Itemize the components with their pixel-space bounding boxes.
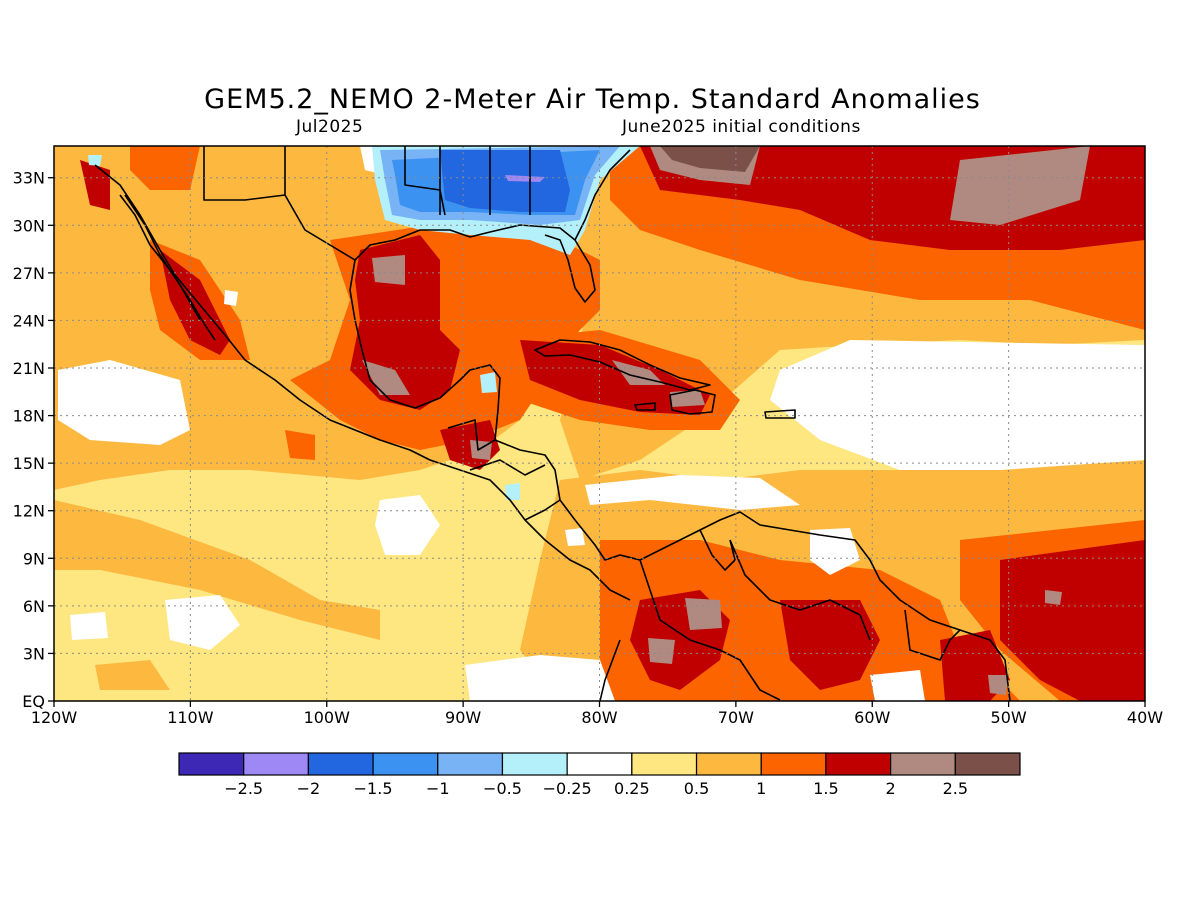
lat-tick-label: EQ xyxy=(22,692,45,711)
latitude-axis: 33N 30N 27N 24N 21N 18N 15N 12N 9N 6N 3N EQ xyxy=(13,169,54,711)
lon-tick-label: 120W xyxy=(31,708,78,727)
colorbar-label: −1 xyxy=(426,779,450,798)
lat-tick-label: 24N xyxy=(13,311,45,330)
lon-tick-label: 100W xyxy=(304,708,351,727)
colorbar-label: 1.5 xyxy=(813,779,838,798)
lat-tick-label: 3N xyxy=(23,644,45,663)
forecast-month: Jul2025 xyxy=(296,117,364,137)
colorbar-swatch xyxy=(243,752,309,776)
lat-tick-label: 15N xyxy=(13,454,45,473)
lon-tick-label: 50W xyxy=(991,708,1027,727)
lat-tick-label: 18N xyxy=(13,407,45,426)
colorbar-label: 2 xyxy=(886,779,896,798)
colorbar-swatch xyxy=(760,752,827,776)
colorbar-swatch xyxy=(631,752,698,776)
lon-tick-label: 60W xyxy=(854,708,890,727)
colorbar xyxy=(178,752,1021,776)
lat-tick-label: 12N xyxy=(13,502,45,521)
colorbar-swatch xyxy=(437,752,504,776)
lon-tick-label: 70W xyxy=(718,708,754,727)
colorbar-swatch xyxy=(372,752,439,776)
colorbar-swatch xyxy=(566,752,633,776)
colorbar-label: −2 xyxy=(297,779,321,798)
colorbar-label: 0.25 xyxy=(614,779,650,798)
colorbar-label: 2.5 xyxy=(943,779,968,798)
lon-tick-label: 110W xyxy=(167,708,214,727)
lat-tick-label: 27N xyxy=(13,264,45,283)
longitude-axis: 120W 110W 100W 90W 80W 70W 60W 50W 40W xyxy=(31,701,1163,727)
map-title: GEM5.2_NEMO 2-Meter Air Temp. Standard A… xyxy=(204,84,981,115)
colorbar-swatch xyxy=(695,752,762,776)
colorbar-swatch xyxy=(501,752,568,776)
coastlines xyxy=(94,146,1011,701)
colorbar-label: 0.5 xyxy=(684,779,709,798)
lat-tick-label: 30N xyxy=(13,216,45,235)
colorbar-label: 1 xyxy=(756,779,766,798)
colorbar-swatch xyxy=(825,752,892,776)
colorbar-labels: −2.5 −2 −1.5 −1 −0.5 −0.25 0.25 0.5 1 1.5 2 2.5 xyxy=(224,779,968,798)
initial-conditions: June2025 initial conditions xyxy=(622,117,861,137)
lat-tick-label: 33N xyxy=(13,169,45,188)
lat-tick-label: 6N xyxy=(23,597,45,616)
colorbar-swatch xyxy=(890,752,956,776)
colorbar-label: −0.5 xyxy=(483,779,522,798)
colorbar-swatch xyxy=(178,752,245,776)
graticule xyxy=(54,146,1145,701)
colorbar-swatch xyxy=(954,752,1021,776)
colorbar-label: −2.5 xyxy=(224,779,263,798)
lon-tick-label: 80W xyxy=(581,708,617,727)
lon-tick-label: 90W xyxy=(445,708,481,727)
lon-tick-label: 40W xyxy=(1127,708,1163,727)
colorbar-label: −0.25 xyxy=(543,779,592,798)
colorbar-swatch xyxy=(307,752,374,776)
lat-tick-label: 9N xyxy=(23,549,45,568)
colorbar-label: −1.5 xyxy=(354,779,393,798)
lat-tick-label: 21N xyxy=(13,359,45,378)
